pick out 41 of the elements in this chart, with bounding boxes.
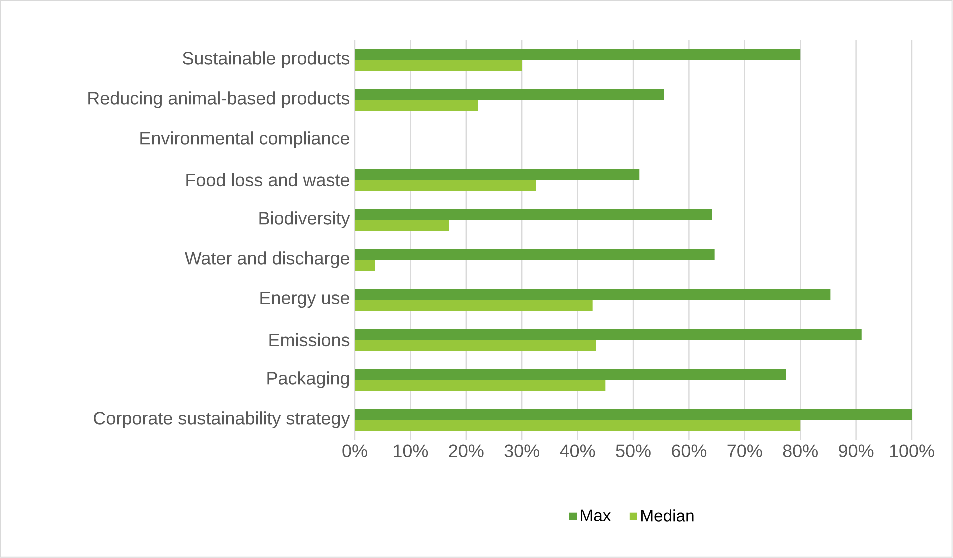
x-tick-label: 10% [394,444,428,458]
y-tick-label: Packaging [268,372,350,388]
x-tick-label: 30% [504,444,540,458]
bar [355,289,831,300]
x-tick-label: 70% [728,444,762,458]
legend-label: Median [642,510,694,522]
x-tick-label: 40% [560,444,596,458]
y-tick-label: Water and discharge [184,252,350,268]
legend-label: Max [581,510,612,522]
x-tick-label: 90% [839,444,874,458]
x-tick-label: 80% [783,444,818,458]
x-tick-label: 50% [616,444,651,458]
bar [355,300,593,311]
bar [355,249,715,260]
bar [355,180,536,191]
bar [355,100,478,111]
x-tick-label: 0% [342,444,368,458]
y-tick-label: Food loss and waste [186,173,350,187]
y-tick-label: Sustainable products [182,52,350,68]
y-tick-label: Reducing animal-based products [88,92,350,108]
bar [355,380,606,391]
bar [355,220,450,231]
bar [355,209,712,220]
x-tick-label: 60% [672,444,707,458]
y-tick-label: Biodiversity [260,212,350,228]
y-tick-label: Energy use [260,292,350,308]
bar [355,60,522,71]
y-tick-label: Environmental compliance [140,132,350,148]
bar [355,369,786,380]
bar [355,420,801,431]
y-tick-label: Corporate sustainability strategy [94,412,350,428]
bar [355,169,640,180]
bar [355,260,376,271]
x-tick-label: 20% [449,444,484,458]
bar [355,89,664,100]
bar [355,48,801,60]
bar [355,409,912,420]
x-tick-label: 100% [890,444,934,458]
bar [355,340,596,351]
bar [355,329,862,340]
y-tick-label: Emissions [270,333,350,347]
